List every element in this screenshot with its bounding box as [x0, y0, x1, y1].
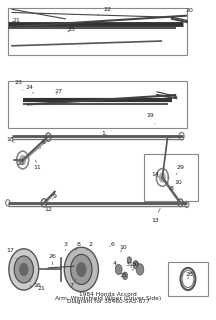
Text: 19: 19 — [147, 113, 155, 124]
Text: 25: 25 — [68, 28, 76, 32]
Ellipse shape — [9, 249, 39, 290]
Text: Diagram for 38460-SA5-677: Diagram for 38460-SA5-677 — [67, 299, 149, 304]
Text: 21: 21 — [12, 18, 20, 23]
Ellipse shape — [76, 262, 86, 276]
Text: 26: 26 — [49, 254, 57, 265]
Text: 7: 7 — [70, 279, 76, 288]
Text: 10: 10 — [17, 160, 24, 166]
Circle shape — [127, 257, 132, 263]
Text: 11: 11 — [34, 160, 41, 171]
Text: 14: 14 — [151, 172, 159, 178]
Text: 31: 31 — [125, 262, 133, 268]
Text: 1: 1 — [102, 131, 108, 136]
Circle shape — [136, 264, 144, 275]
Circle shape — [159, 173, 166, 182]
Text: 8: 8 — [168, 182, 174, 191]
Ellipse shape — [19, 263, 28, 276]
Text: 3: 3 — [63, 242, 67, 251]
Text: 28: 28 — [185, 272, 193, 279]
Text: 9: 9 — [52, 194, 57, 199]
Text: 22: 22 — [97, 7, 112, 16]
Text: 30: 30 — [132, 262, 140, 268]
Text: 13: 13 — [151, 209, 160, 223]
Text: 21: 21 — [30, 286, 46, 291]
Ellipse shape — [64, 247, 98, 292]
Text: 24: 24 — [25, 84, 33, 93]
Text: 2: 2 — [87, 242, 93, 251]
Text: Arm, Windshield Wiper (Driver Side): Arm, Windshield Wiper (Driver Side) — [55, 296, 161, 300]
Text: 27: 27 — [55, 89, 63, 94]
Text: 23: 23 — [14, 80, 23, 90]
Text: 8: 8 — [76, 242, 80, 251]
Text: 6: 6 — [110, 242, 114, 247]
Text: 29: 29 — [176, 165, 184, 174]
Text: 1984 Honda Accord: 1984 Honda Accord — [79, 292, 137, 297]
Text: 16: 16 — [29, 281, 41, 288]
Text: 17: 17 — [6, 248, 16, 258]
Text: 20: 20 — [181, 8, 193, 19]
Ellipse shape — [14, 256, 33, 283]
Circle shape — [115, 264, 122, 275]
Text: 10: 10 — [119, 245, 127, 252]
Text: 15: 15 — [119, 269, 133, 278]
Text: 10: 10 — [168, 178, 182, 185]
Text: 6: 6 — [40, 140, 46, 149]
Text: 4: 4 — [112, 260, 116, 266]
Circle shape — [19, 155, 26, 165]
Text: 18: 18 — [6, 137, 14, 142]
Text: 12: 12 — [44, 203, 52, 212]
Circle shape — [122, 272, 128, 280]
Circle shape — [133, 260, 138, 269]
Ellipse shape — [71, 254, 92, 284]
